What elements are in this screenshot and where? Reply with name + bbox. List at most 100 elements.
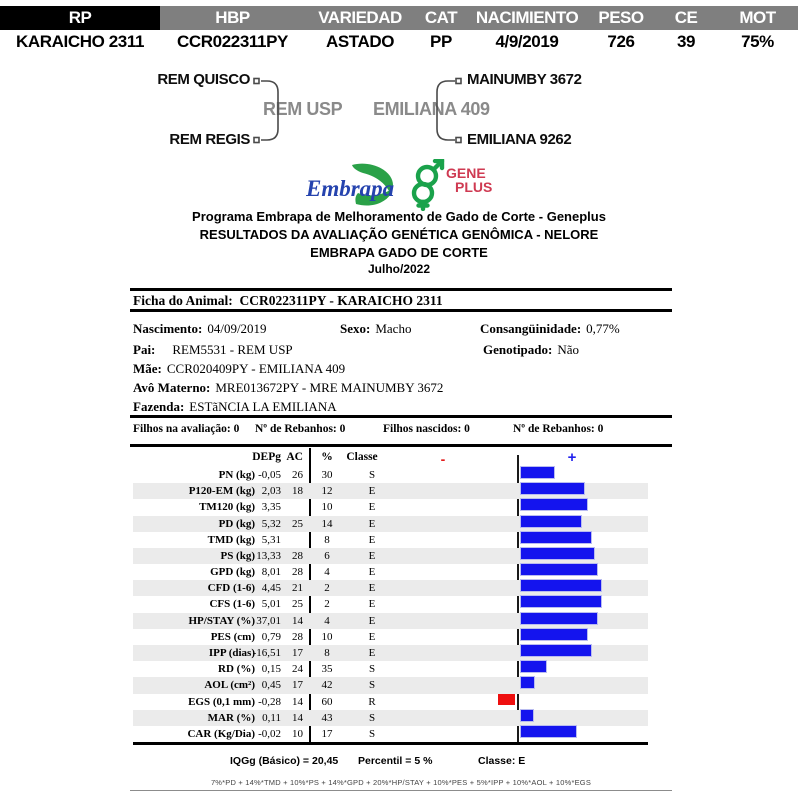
classe-value: E xyxy=(368,598,376,611)
trait-label: PS (kg) xyxy=(220,549,255,562)
classe-value: E xyxy=(368,533,376,546)
gender-symbols-icon: GENE PLUS xyxy=(411,158,492,212)
ac-value: 25 xyxy=(292,517,303,530)
embrapa-logo: Embrapa xyxy=(305,163,398,214)
pedigree-sire: REM USP xyxy=(263,99,343,119)
dep-row: RD (%) 0,15 24 35 S xyxy=(133,661,648,677)
value-rp: KARAICHO 2311 xyxy=(15,31,144,51)
program-title: Programa Embrapa de Melhoramento de Gado… xyxy=(192,209,606,224)
col-header-classe: Classe xyxy=(346,451,378,463)
pct-value: 4 xyxy=(324,566,330,579)
dep-row: TMD (kg) 5,31 8 E xyxy=(133,531,648,548)
stat-value: 0 xyxy=(339,423,346,435)
top-header-row: RP HBP VARIEDAD CAT NACIMIENTO PESO CE M… xyxy=(0,6,798,30)
ficha-title-value: CCR022311PY - KARAICHO 2311 xyxy=(239,293,443,308)
positive-bar xyxy=(521,677,534,689)
depg-value: -0,02 xyxy=(258,727,281,740)
dep-row: CAR (Kg/Dia) -0,02 10 17 S xyxy=(133,725,648,742)
depg-value: 0,79 xyxy=(261,630,281,643)
classe-value: E xyxy=(368,549,376,562)
classe-value: S xyxy=(368,469,376,481)
trait-label: PN (kg) xyxy=(218,469,255,481)
dep-row: HP/STAY (%) 37,01 14 4 E xyxy=(133,612,648,629)
percentil-value: Percentil = 5 % xyxy=(358,755,433,767)
iqgg-formula: 7%*PD + 14%*TMD + 10%*PS + 14%*GPD + 20%… xyxy=(210,778,592,787)
stat-rebanhos-2: Nº de Rebanhos: 0 xyxy=(513,423,603,435)
header-col-hbp: HBP xyxy=(160,6,305,30)
positive-bar xyxy=(521,580,601,592)
pct-value: 8 xyxy=(324,533,330,546)
geneplus-gene-text: GENE xyxy=(446,165,486,181)
trait-label: PES (cm) xyxy=(210,630,255,643)
classe-value: R xyxy=(368,695,376,708)
positive-bar xyxy=(521,564,597,576)
stat-label: Nº de Rebanhos: xyxy=(255,423,337,435)
minus-axis-label: - xyxy=(440,451,446,467)
ac-value: 28 xyxy=(292,630,303,643)
dep-row: PN (kg) -0,05 26 30 S xyxy=(133,467,648,483)
field-label: Nascimento: xyxy=(133,321,203,336)
field-value: CCR020409PY - EMILIANA 409 xyxy=(166,361,346,376)
divider xyxy=(130,309,672,312)
header-col-nacimiento: NACIMIENTO xyxy=(467,6,587,30)
depg-value: 37,01 xyxy=(256,614,281,627)
header-col-rp: RP xyxy=(0,6,160,30)
classe-value: Classe: E xyxy=(478,755,526,767)
col-header-ac: AC xyxy=(286,451,303,463)
positive-bar xyxy=(521,531,591,543)
stat-value: 0 xyxy=(597,423,604,435)
classe-value: S xyxy=(368,711,376,724)
ac-value: 17 xyxy=(292,646,303,659)
dep-row: P120-EM (kg) 2,03 18 12 E xyxy=(133,483,648,500)
classe-value: E xyxy=(368,517,376,530)
header-col-ce: CE xyxy=(655,6,717,30)
divider xyxy=(130,444,672,447)
iqgg-index: IQGg (Básico) = 20,45 xyxy=(230,755,339,767)
ac-value: 14 xyxy=(292,711,303,724)
bottom-border xyxy=(130,790,672,791)
pedigree-connector-lines xyxy=(253,77,462,144)
field-avo-materno: Avô Materno: MRE013672PY - MRE MAINUMBY 3… xyxy=(133,380,443,396)
depg-value: -0,05 xyxy=(258,469,281,481)
depg-value: 3,35 xyxy=(261,501,281,514)
pct-value: 2 xyxy=(324,582,330,595)
pedigree-dam-sire: MAINUMBY 3672 xyxy=(467,71,582,88)
dep-row: AOL (cm²) 0,45 17 42 S xyxy=(133,677,648,694)
classe-value: S xyxy=(368,679,376,692)
pedigree-dam: EMILIANA 409 xyxy=(373,99,490,119)
pct-value: 30 xyxy=(321,469,333,481)
stat-label: Filhos nascidos: xyxy=(383,423,462,435)
ac-value: 14 xyxy=(292,695,303,708)
classe-value: S xyxy=(368,663,376,676)
pct-value: 35 xyxy=(321,663,333,676)
divider xyxy=(133,742,648,745)
depg-value: 5,31 xyxy=(261,533,281,546)
pct-value: 60 xyxy=(321,695,333,708)
dep-row: TM120 (kg) 3,35 10 E xyxy=(133,499,648,515)
trait-label: CAR (Kg/Dia) xyxy=(187,727,255,740)
stat-value: 0 xyxy=(233,423,240,435)
pedigree-sire-sire: REM QUISCO xyxy=(157,71,250,88)
field-consanguinidade: Consangüinidade: 0,77% xyxy=(480,321,620,337)
ac-value: 17 xyxy=(292,679,303,692)
results-title: RESULTADOS DA AVALIAÇÃO GENÉTICA GENÔMIC… xyxy=(199,227,599,242)
top-summary-table: RP HBP VARIEDAD CAT NACIMIENTO PESO CE M… xyxy=(0,6,798,53)
geneplus-plus-text: PLUS xyxy=(455,179,492,195)
value-hbp: CCR022311PY xyxy=(177,31,288,51)
divider xyxy=(130,415,672,418)
pct-value: 12 xyxy=(321,485,333,498)
classe-value: E xyxy=(368,582,376,595)
classe-value: S xyxy=(368,727,376,740)
value-ce: 39 xyxy=(676,31,696,51)
field-value: 04/09/2019 xyxy=(207,321,267,336)
trait-label: TM120 (kg) xyxy=(199,501,255,514)
pct-value: 17 xyxy=(321,727,333,740)
ac-value: 25 xyxy=(292,598,303,611)
field-value: 0,77% xyxy=(586,321,620,336)
edition-date: Julho/2022 xyxy=(367,262,431,276)
value-variedad: ASTADO xyxy=(325,31,395,51)
embrapa-leaf-icon: Embrapa xyxy=(305,163,394,206)
trait-label: CFS (1-6) xyxy=(209,598,255,611)
pedigree-dam-dam: EMILIANA 9262 xyxy=(467,131,572,148)
